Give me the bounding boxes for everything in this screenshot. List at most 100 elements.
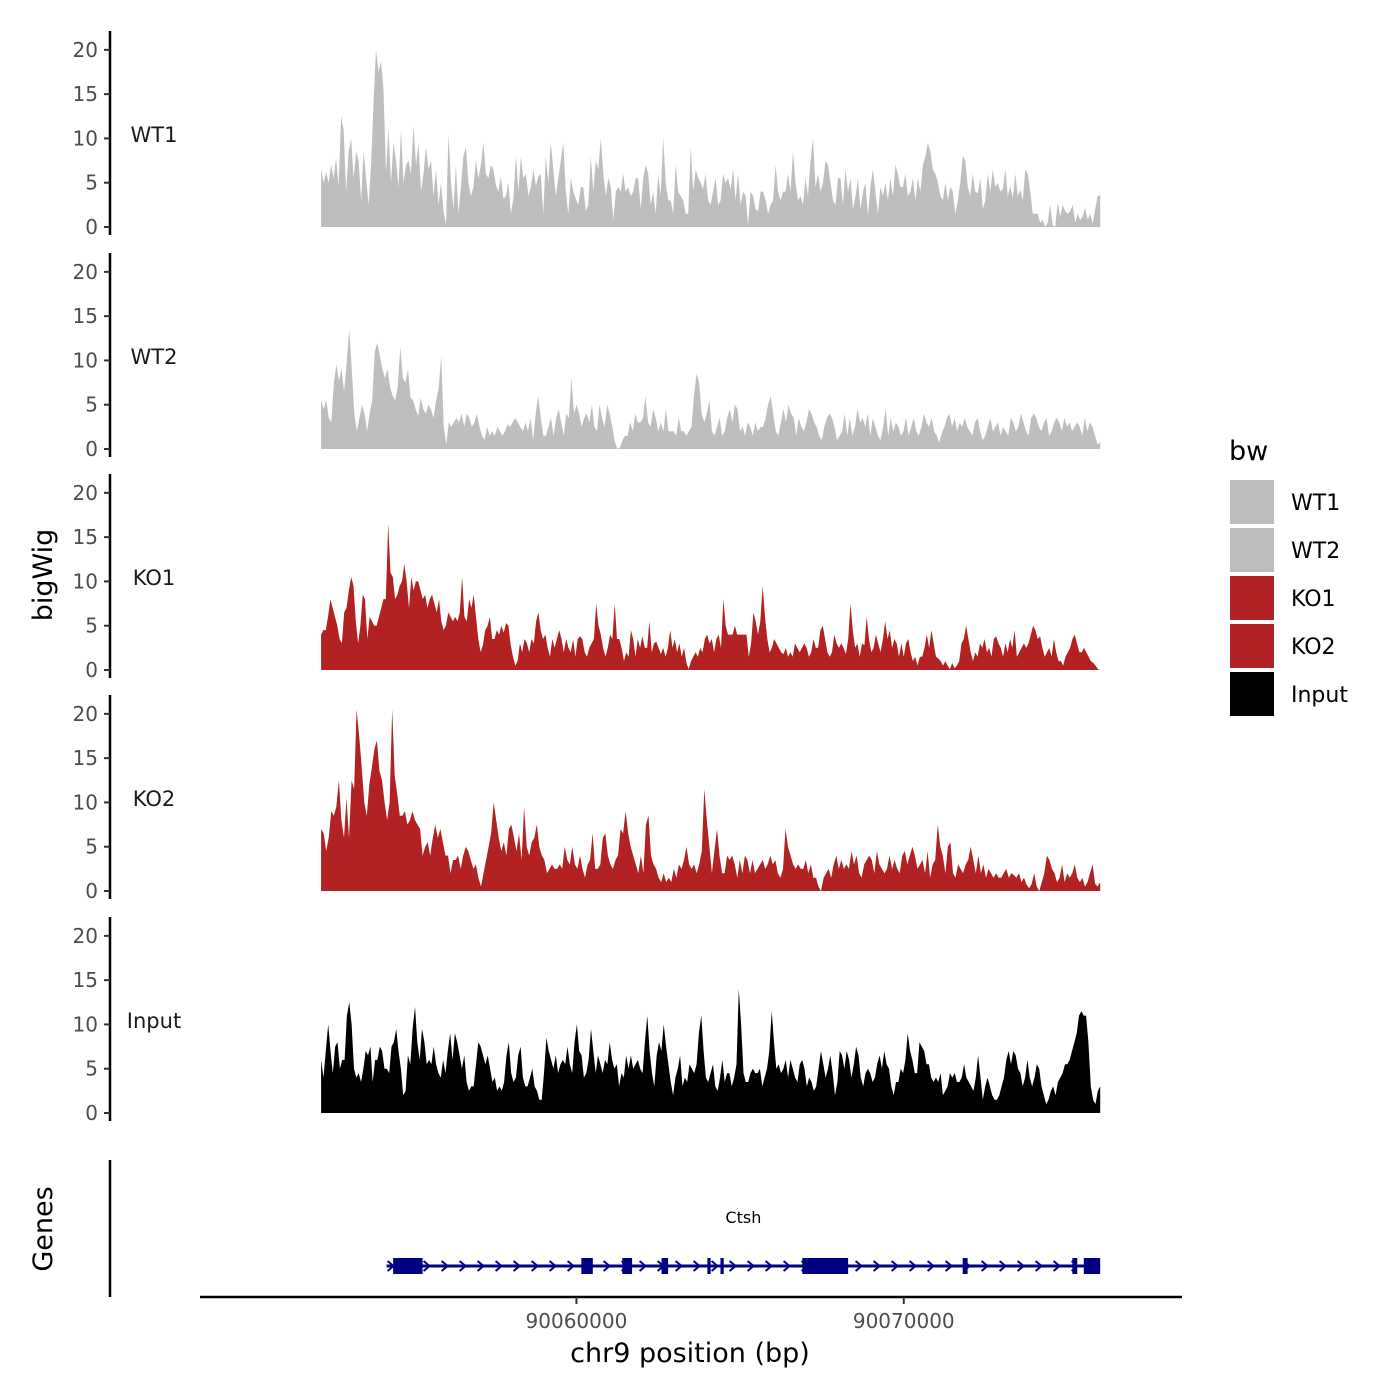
y-tick-label: 0 [85,1101,98,1125]
strand-chevron [908,1260,918,1272]
y-tick-label: 20 [73,481,98,505]
strand-chevron [926,1260,936,1272]
strand-chevron [710,1260,720,1272]
y-tick-label: 5 [85,171,98,195]
legend-key-ko1 [1230,576,1274,620]
track-area-wt2 [321,329,1101,449]
strand-chevron [422,1260,432,1272]
y-tick-label: 20 [73,260,98,284]
y-tick-label: 15 [73,82,98,106]
gene-exon [1072,1258,1078,1274]
strand-chevron [530,1260,540,1272]
strand-chevron [728,1260,738,1272]
track-label-ko2: KO2 [133,787,176,811]
strand-chevron [494,1260,504,1272]
strand-chevron [476,1260,486,1272]
legend-key-input [1230,672,1274,716]
gene-model-ctsh: Ctsh [386,1208,1101,1274]
strand-chevron [764,1260,774,1272]
strand-chevron [854,1260,864,1272]
strand-chevron [944,1260,954,1272]
strand-chevron [782,1260,792,1272]
gene-exon [962,1258,968,1274]
strand-chevron [1052,1260,1062,1272]
gene-exon [581,1258,593,1274]
y-tick-label: 20 [73,38,98,62]
legend-label-wt1: WT1 [1291,491,1340,516]
y-tick-label: 15 [73,525,98,549]
track-ko1: 0 5 10 15 20 KO1 [73,474,1101,682]
y-tick-label: 10 [73,790,98,814]
legend-label-ko1: KO1 [1291,587,1336,612]
y-tick-label: 15 [73,746,98,770]
y-tick-label: 5 [85,835,98,859]
x-axis-title: chr9 position (bp) [570,1338,810,1369]
strand-chevron [1016,1260,1026,1272]
legend-key-wt2 [1230,528,1274,572]
y-tick-label: 10 [73,348,98,372]
track-area-wt1 [321,49,1101,228]
tracks-layer: 0 5 10 15 20 WT1 0 5 10 15 20 WT2 0 5 10 15 20 KO1 0 5 10 15 2… [73,31,1101,1125]
y-tick-label: 0 [85,879,98,903]
strand-chevron [512,1260,522,1272]
strand-chevron [674,1260,684,1272]
strand-chevron [998,1260,1008,1272]
y-tick-label: 10 [73,1012,98,1036]
gene-exon [802,1258,849,1274]
y-tick-label: 0 [85,437,98,461]
legend-label-input: Input [1291,683,1348,708]
legend-key-wt1 [1230,480,1274,524]
y-axis-title: bigWig [28,529,59,622]
track-input: 0 5 10 15 20 Input [73,917,1101,1125]
legend-label-ko2: KO2 [1291,635,1336,660]
track-label-wt1: WT1 [131,123,178,147]
track-wt1: 0 5 10 15 20 WT1 [73,31,1101,239]
track-area-input [321,989,1101,1113]
y-tick-label: 10 [73,569,98,593]
strand-chevron [746,1260,756,1272]
strand-chevron [638,1260,648,1272]
genes-layer: Ctsh 90060000 90070000 [108,1160,1182,1333]
strand-chevron [692,1260,702,1272]
legend: bw WT1 WT2 KO1 KO2 Input [1229,436,1348,716]
y-tick-label: 5 [85,614,98,638]
legend-label-wt2: WT2 [1291,539,1340,564]
y-tick-label: 15 [73,304,98,328]
x-tick-label: 90060000 [526,1309,628,1333]
strand-chevron [872,1260,882,1272]
gene-exon [661,1258,669,1274]
gene-exon [622,1258,633,1274]
y-tick-label: 5 [85,1057,98,1081]
y-tick-label: 15 [73,968,98,992]
gene-name-label: Ctsh [725,1208,761,1227]
strand-chevron [1034,1260,1044,1272]
gene-exon [393,1258,423,1274]
legend-key-ko2 [1230,624,1274,668]
gene-exon [1083,1258,1101,1274]
strand-chevron [980,1260,990,1272]
track-label-input: Input [127,1009,181,1033]
track-label-ko1: KO1 [133,566,176,590]
strand-chevron [566,1260,576,1272]
strand-chevron [458,1260,468,1272]
gene-exon [720,1258,724,1274]
track-label-wt2: WT2 [131,345,178,369]
y-tick-label: 20 [73,702,98,726]
strand-chevron [548,1260,558,1272]
legend-title: bw [1229,436,1268,467]
track-area-ko2 [321,709,1101,891]
strand-chevron [602,1260,612,1272]
y-tick-label: 20 [73,924,98,948]
y-tick-label: 0 [85,658,98,682]
track-ko2: 0 5 10 15 20 KO2 [73,695,1101,903]
y-tick-label: 10 [73,126,98,150]
strand-chevron [440,1260,450,1272]
gene-exon [707,1258,711,1274]
y-tick-label: 5 [85,393,98,417]
track-area-ko1 [321,523,1101,670]
y-tick-label: 0 [85,215,98,239]
strand-chevron [890,1260,900,1272]
x-tick-label: 90070000 [853,1309,955,1333]
